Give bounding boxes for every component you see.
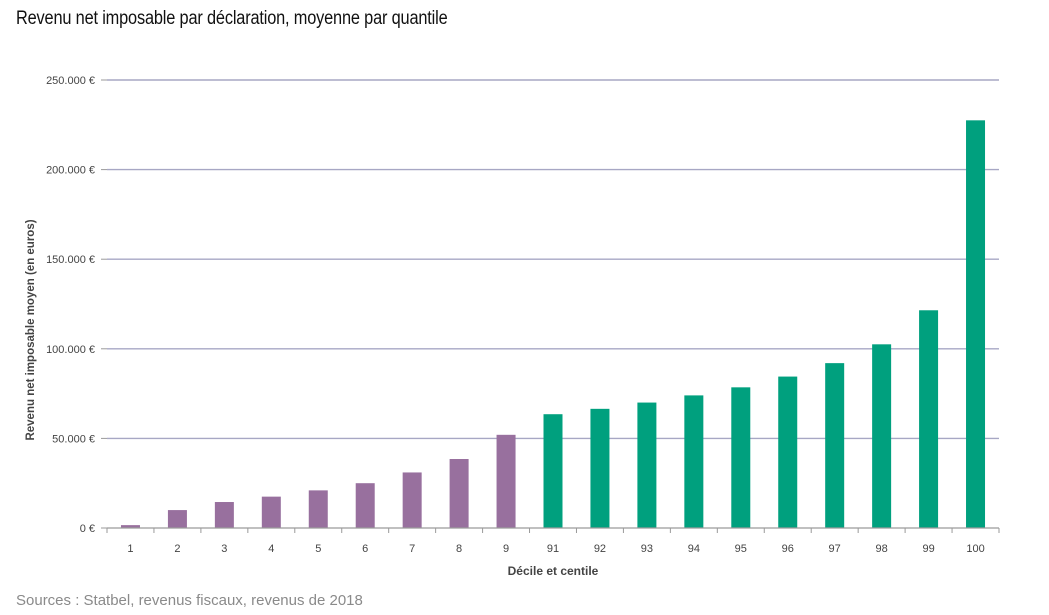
bar-95 <box>731 387 751 528</box>
y-tick-label: 250.000 € <box>46 75 95 87</box>
bar-7 <box>402 472 422 528</box>
x-axis-ticks: 1 2 3 4 5 6 7 8 9 91 92 93 94 95 96 97 98 99 100 <box>106 528 1000 555</box>
x-tick-label: 9 <box>503 543 509 555</box>
y-tick-label: 150.000 € <box>46 254 95 266</box>
y-tick-label: 200.000 € <box>46 165 95 177</box>
y-axis-label: Revenu net imposable moyen (en euros) <box>25 219 37 440</box>
bar-100 <box>966 120 986 528</box>
y-tick-label: 100.000 € <box>46 344 95 356</box>
x-tick-label: 3 <box>221 543 227 555</box>
bar-91 <box>543 414 563 528</box>
bar-99 <box>919 310 939 528</box>
bar-94 <box>684 395 704 528</box>
y-tick-label: 50.000 € <box>52 433 95 445</box>
chart-title: Revenu net imposable par déclaration, mo… <box>16 8 448 29</box>
bar-96 <box>778 376 798 528</box>
y-axis-ticks: 0 € 50.000 € 100.000 € 150.000 € 200.000 € 25… <box>46 75 107 535</box>
bars <box>120 120 986 528</box>
x-tick-label: 98 <box>876 543 888 555</box>
x-tick-label: 93 <box>641 543 653 555</box>
x-tick-label: 91 <box>547 543 559 555</box>
x-tick-label: 1 <box>127 543 133 555</box>
bar-8 <box>449 459 469 528</box>
bar-chart: 0 €50.000 €100.000 €150.000 €200.000 €25… <box>25 75 1000 578</box>
x-axis-label: Décile et centile <box>508 564 599 578</box>
bar-4 <box>261 496 281 528</box>
bar-92 <box>590 408 610 528</box>
bar-5 <box>308 490 328 528</box>
bar-2 <box>167 510 187 528</box>
x-tick-label: 99 <box>922 543 934 555</box>
y-tick-label: 0 € <box>80 523 95 535</box>
bar-1 <box>120 525 140 528</box>
bar-6 <box>355 483 375 528</box>
x-tick-label: 92 <box>594 543 606 555</box>
bar-93 <box>637 402 657 528</box>
x-tick-label: 97 <box>829 543 841 555</box>
bar-97 <box>825 363 845 528</box>
x-tick-label: 100 <box>966 543 984 555</box>
x-tick-label: 4 <box>268 543 274 555</box>
bar-3 <box>214 502 234 528</box>
bar-98 <box>872 344 892 528</box>
x-tick-label: 7 <box>409 543 415 555</box>
x-tick-label: 95 <box>735 543 747 555</box>
gridlines <box>107 79 999 440</box>
bar-9 <box>496 434 516 528</box>
x-tick-label: 5 <box>315 543 321 555</box>
x-tick-label: 94 <box>688 543 700 555</box>
x-tick-label: 2 <box>174 543 180 555</box>
x-tick-label: 8 <box>456 543 462 555</box>
source-note: Sources : Statbel, revenus fiscaux, reve… <box>16 592 363 609</box>
x-tick-label: 96 <box>782 543 794 555</box>
x-tick-label: 6 <box>362 543 368 555</box>
